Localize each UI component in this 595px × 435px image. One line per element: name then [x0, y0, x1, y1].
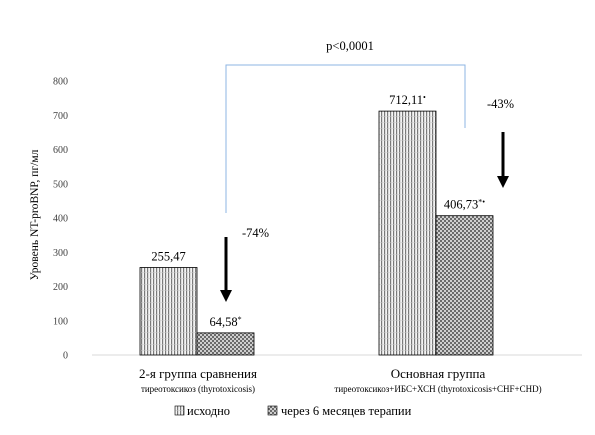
change-label-1: -74% — [242, 226, 269, 240]
bar-after-1 — [196, 332, 255, 356]
y-axis-ticks: 0 100 200 300 400 500 600 700 800 — [53, 77, 68, 362]
category-sublabel-1: тиреотоксикоз (thyrotoxicosis) — [141, 384, 255, 394]
y-axis-label: Уровень NT-proBNP, пг/мл — [29, 149, 41, 280]
y-tick-label: 700 — [53, 111, 68, 122]
bar-baseline-1 — [139, 267, 198, 356]
legend-swatch-after — [267, 405, 278, 416]
category-label-1: 2-я группа сравнения — [139, 366, 257, 381]
y-tick-label: 500 — [53, 179, 68, 190]
category-label-2: Основная группа — [391, 366, 486, 381]
category-sublabel-2: тиреотоксикоз+ИБС+ХСН (thyrotoxicosis+CH… — [334, 384, 541, 394]
bars: 255,47 712,11• 64,58* 406,73*• — [139, 93, 494, 356]
legend-label-after: через 6 месяцев терапии — [281, 404, 412, 418]
data-label-baseline-2: 712,11• — [389, 93, 426, 107]
change-label-2: -43% — [487, 97, 514, 111]
y-tick-label: 600 — [53, 145, 68, 156]
y-tick-label: 300 — [53, 248, 68, 259]
y-tick-label: 200 — [53, 282, 68, 293]
significance-label: p<0,0001 — [326, 39, 374, 53]
y-tick-label: 800 — [53, 77, 68, 88]
legend-swatch-baseline — [174, 405, 185, 416]
category-1-labels: 2-я группа сравнения тиреотоксикоз (thyr… — [139, 366, 257, 394]
y-tick-label: 0 — [63, 351, 68, 362]
bar-after-2 — [435, 215, 494, 356]
bar-baseline-2 — [378, 110, 437, 356]
data-label-after-1: 64,58* — [209, 315, 241, 329]
significance-bracket: p<0,0001 — [225, 39, 466, 213]
data-label-after-2: 406,73*• — [444, 198, 485, 212]
legend-label-baseline: исходно — [187, 404, 230, 418]
category-2-labels: Основная группа тиреотоксикоз+ИБС+ХСН (t… — [334, 366, 541, 394]
y-tick-label: 100 — [53, 316, 68, 327]
data-label-baseline-1: 255,47 — [151, 250, 185, 264]
legend: исходно через 6 месяцев терапии — [174, 404, 412, 418]
y-tick-label: 400 — [53, 214, 68, 225]
